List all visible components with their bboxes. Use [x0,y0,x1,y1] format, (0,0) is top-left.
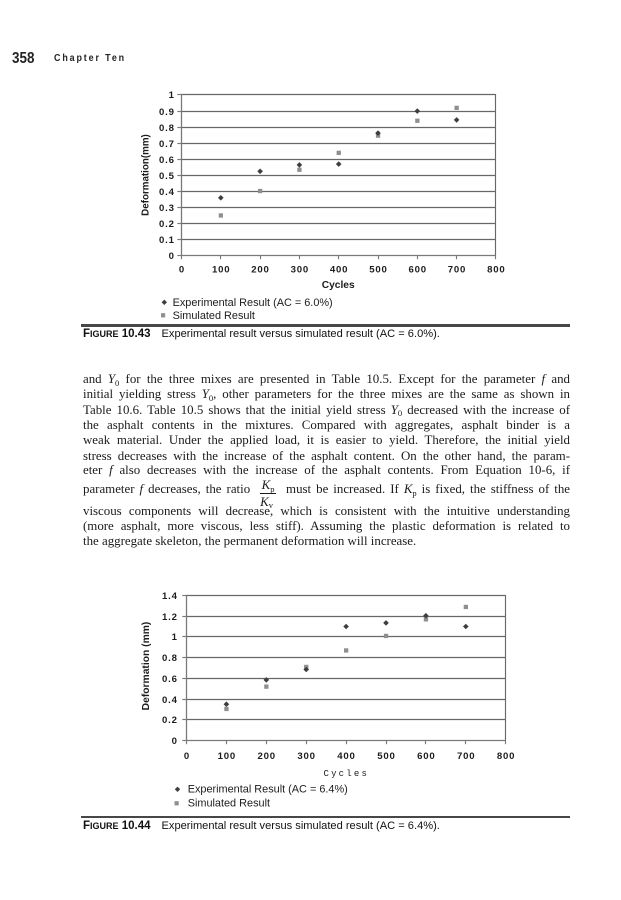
svg-text:Experimental Result (AC = 6.4%: Experimental Result (AC = 6.4%) [188,784,348,796]
svg-text:1.2: 1.2 [162,612,178,623]
svg-text:0: 0 [172,736,178,747]
svg-text:600: 600 [417,751,435,762]
svg-text:0.8: 0.8 [162,653,178,664]
svg-text:1: 1 [172,632,178,643]
svg-text:0.4: 0.4 [159,187,175,198]
svg-text:200: 200 [251,264,269,275]
svg-text:300: 300 [291,264,309,275]
svg-text:400: 400 [330,264,348,275]
svg-text:100: 100 [212,264,230,275]
svg-text:Experimental Result (AC = 6.0%: Experimental Result (AC = 6.0%) [173,297,333,309]
svg-text:300: 300 [297,751,315,762]
svg-text:Deformation (mm): Deformation (mm) [141,622,152,711]
svg-text:0.8: 0.8 [159,123,175,134]
svg-text:100: 100 [218,751,236,762]
svg-text:0.6: 0.6 [159,155,175,166]
svg-text:0.6: 0.6 [162,674,178,685]
svg-text:1.4: 1.4 [162,591,178,602]
svg-text:800: 800 [497,751,515,762]
svg-text:500: 500 [369,264,387,275]
svg-text:700: 700 [448,264,466,275]
svg-text:800: 800 [487,264,505,275]
svg-text:0.9: 0.9 [159,107,175,118]
svg-text:0.3: 0.3 [159,203,175,214]
svg-text:0.1: 0.1 [159,235,175,246]
svg-text:0: 0 [184,751,190,762]
svg-text:0.2: 0.2 [162,715,178,726]
svg-text:Cycles: Cycles [323,769,369,779]
svg-text:500: 500 [377,751,395,762]
svg-text:0.5: 0.5 [159,171,175,182]
svg-text:Simulated Result: Simulated Result [173,310,255,322]
svg-text:200: 200 [257,751,275,762]
svg-text:1: 1 [169,90,175,101]
svg-text:Deformation(mm): Deformation(mm) [141,134,152,216]
svg-text:Cycles: Cycles [322,280,355,291]
svg-text:0.4: 0.4 [162,695,178,706]
svg-text:0.2: 0.2 [159,219,175,230]
svg-text:Simulated Result: Simulated Result [188,798,270,810]
svg-text:400: 400 [337,751,355,762]
svg-text:0: 0 [179,264,185,275]
svg-text:700: 700 [457,751,475,762]
svg-text:600: 600 [408,264,426,275]
svg-text:0: 0 [169,251,175,262]
svg-text:0.7: 0.7 [159,139,175,150]
